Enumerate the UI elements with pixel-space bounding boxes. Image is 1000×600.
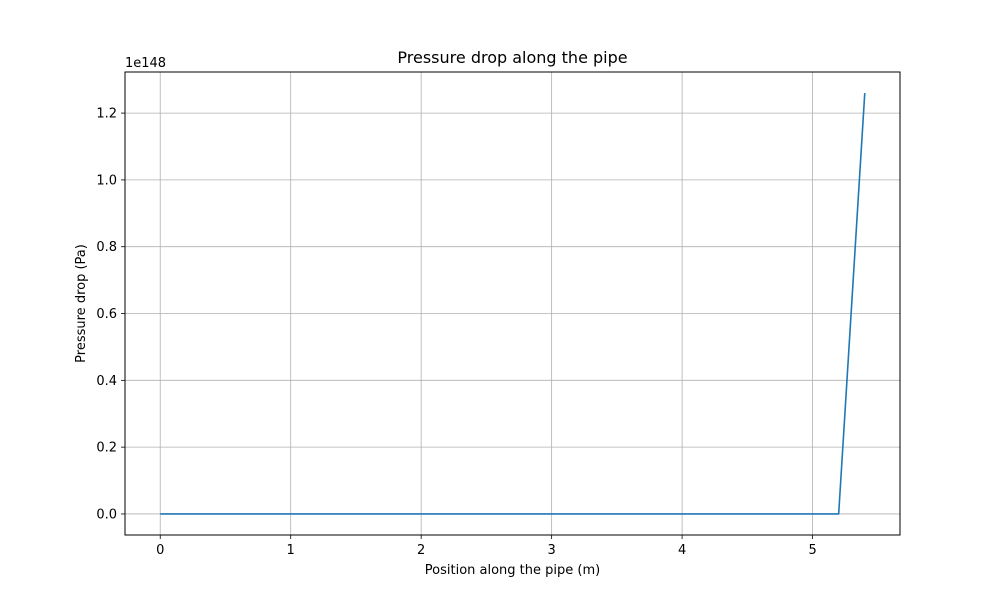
- x-tick-label: 1: [287, 543, 295, 558]
- y-axis-label: Pressure drop (Pa): [74, 244, 89, 363]
- x-tick-label: 0: [156, 543, 164, 558]
- y-tick-label: 0.4: [96, 374, 117, 389]
- x-tick-label: 3: [548, 543, 556, 558]
- y-tick-label: 1.0: [96, 173, 117, 188]
- x-axis-ticks: 0 1 2 3 4 5: [156, 535, 817, 558]
- grid: [125, 72, 900, 535]
- x-axis-label: Position along the pipe (m): [425, 563, 600, 578]
- series-layer: [160, 93, 866, 515]
- x-tick-label: 2: [417, 543, 425, 558]
- y-axis-offset-label: 1e148: [125, 56, 166, 71]
- y-tick-label: 0.2: [96, 441, 117, 456]
- series-line-0: [160, 93, 866, 515]
- x-tick-label: 4: [678, 543, 686, 558]
- y-tick-label: 0.0: [96, 507, 117, 522]
- y-tick-label: 1.2: [96, 107, 117, 122]
- plot-area-frame: [124, 71, 901, 536]
- x-tick-label: 5: [808, 543, 816, 558]
- y-tick-label: 0.6: [96, 307, 117, 322]
- y-axis-ticks: 0.0 0.2 0.4 0.6 0.8 1.0 1.2: [96, 107, 125, 522]
- y-tick-label: 0.8: [96, 240, 117, 255]
- chart-title: Pressure drop along the pipe: [397, 48, 627, 67]
